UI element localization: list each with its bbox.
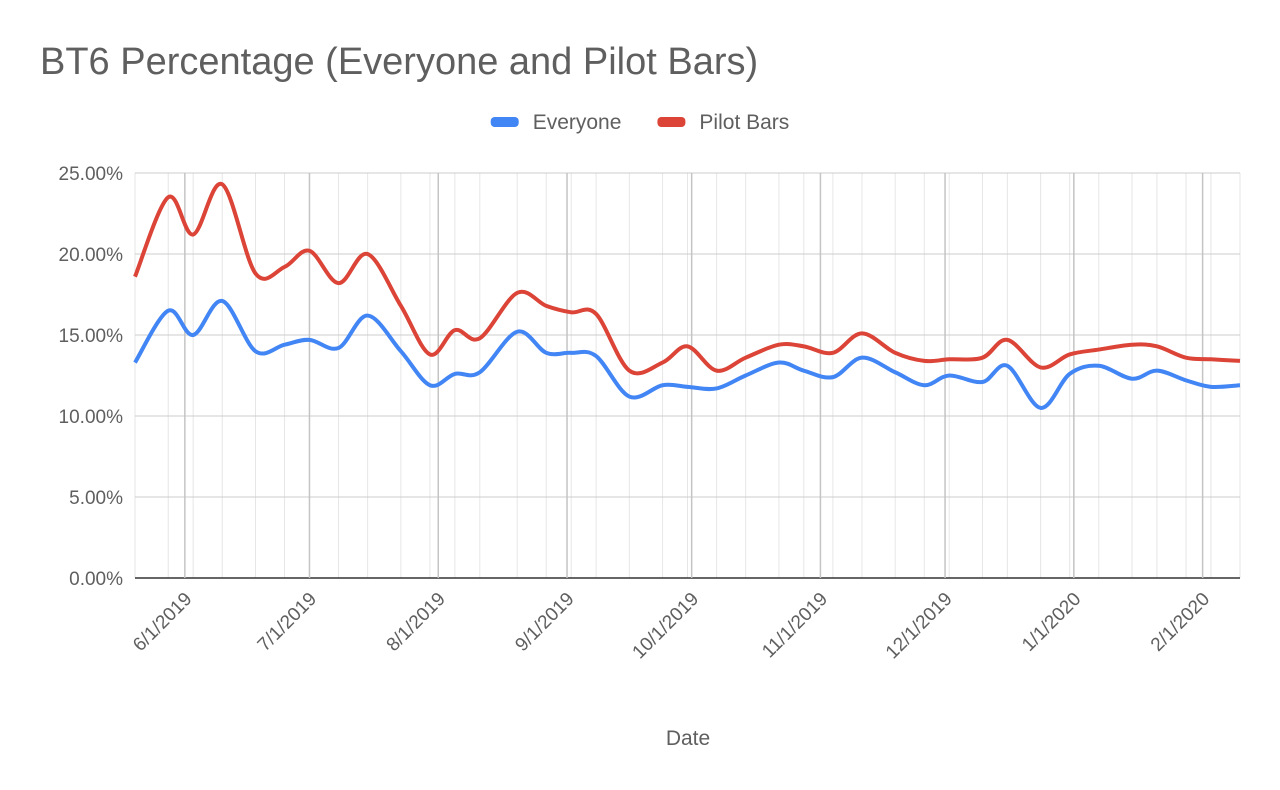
legend-swatch [490,117,519,127]
series-line [133,182,1241,376]
x-tick-label: 2/1/2020 [1147,589,1214,656]
x-tick-label: 6/1/2019 [129,589,196,656]
x-tick-label: 10/1/2019 [629,589,704,664]
y-tick-label: 5.00% [69,488,123,509]
legend-label: Pilot Bars [699,111,789,134]
x-tick-label: 11/1/2019 [758,589,832,663]
y-tick-label: 0.00% [69,569,123,590]
y-tick-label: 15.00% [59,326,124,347]
legend-swatch [657,117,686,127]
y-tick-label: 25.00% [59,164,124,185]
legend-label: Everyone [533,111,622,134]
y-tick-label: 20.00% [59,245,124,266]
x-tick-label: 8/1/2019 [383,589,450,656]
legend-item: Everyone [490,111,622,134]
x-tick-label: 7/1/2019 [254,589,321,656]
x-tick-label: 12/1/2019 [882,589,957,664]
series-line [133,298,1241,410]
x-axis-title: Date [666,727,710,750]
legend: Everyone Pilot Bars [490,111,789,134]
legend-item: Pilot Bars [657,111,789,134]
x-tick-label: 1/1/2020 [1018,589,1085,656]
x-tick-label: 9/1/2019 [511,589,578,656]
y-tick-label: 10.00% [59,407,124,428]
chart-title: BT6 Percentage (Everyone and Pilot Bars) [40,41,758,83]
